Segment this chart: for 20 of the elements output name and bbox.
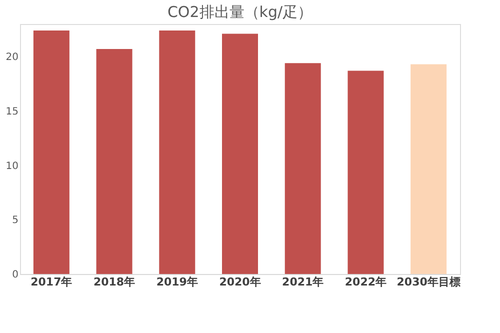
bar <box>348 70 384 274</box>
bar <box>410 64 447 274</box>
y-tick-label: 20 <box>6 52 18 64</box>
chart-title: CO2排出量（kg/疋） <box>167 3 313 21</box>
bar <box>159 30 196 274</box>
x-tick-label: 2019年 <box>156 276 198 288</box>
y-tick-label: 5 <box>12 215 18 226</box>
bar <box>96 49 132 274</box>
y-tick-label: 15 <box>6 106 18 118</box>
x-tick-label: 2018年 <box>93 276 136 288</box>
bar <box>284 63 321 274</box>
x-tick-label: 2021年 <box>282 276 324 288</box>
x-tick-label: 2020年 <box>219 276 261 288</box>
x-tick-label: 2017年 <box>30 276 72 288</box>
x-tick-label: 2022年 <box>344 276 387 288</box>
bar <box>222 34 258 274</box>
x-tick-label: 2030年目標 <box>396 276 460 288</box>
y-tick-label: 0 <box>12 270 18 280</box>
bar <box>33 30 70 274</box>
y-tick-label: 10 <box>6 160 18 172</box>
